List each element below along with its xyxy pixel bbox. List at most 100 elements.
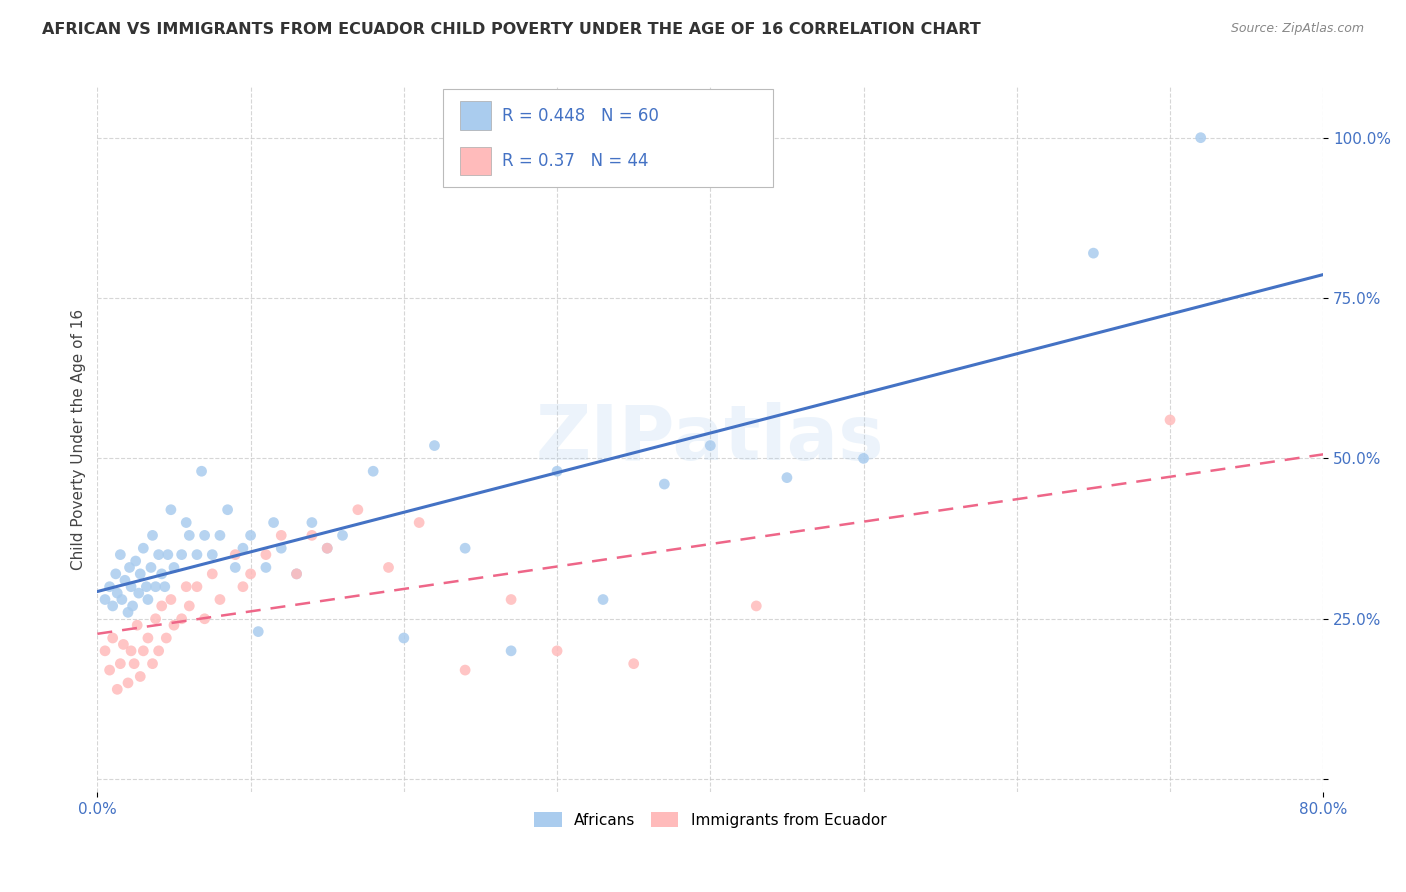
Point [121, 599, 143, 613]
Point [111, 592, 134, 607]
Point [501, 644, 523, 658]
Point [501, 592, 523, 607]
Point [170, 548, 193, 562]
Point [120, 644, 142, 658]
Point [174, 516, 197, 530]
Point [186, 548, 208, 562]
Point [239, 566, 262, 581]
Point [128, 586, 150, 600]
Point [217, 502, 239, 516]
Point [332, 528, 354, 542]
Point [179, 528, 201, 542]
Point [104, 566, 127, 581]
Point [150, 566, 173, 581]
Point [301, 528, 323, 542]
Point [150, 599, 173, 613]
Point [117, 676, 139, 690]
Text: R = 0.448   N = 60: R = 0.448 N = 60 [502, 107, 659, 125]
Point [592, 592, 614, 607]
Point [170, 612, 193, 626]
Point [254, 560, 277, 574]
Point [141, 528, 163, 542]
Point [347, 502, 370, 516]
Point [392, 631, 415, 645]
Y-axis label: Child Poverty Under the Age of 16: Child Poverty Under the Age of 16 [72, 309, 86, 570]
Point [98, 580, 121, 594]
Point [94, 644, 117, 658]
Point [190, 464, 212, 478]
Point [160, 592, 183, 607]
Point [285, 566, 308, 581]
Point [132, 644, 155, 658]
Text: ZIPatlas: ZIPatlas [536, 402, 884, 476]
Point [316, 541, 339, 556]
Point [139, 560, 162, 574]
Point [776, 470, 799, 484]
Point [270, 528, 292, 542]
Point [239, 528, 262, 542]
Point [654, 477, 676, 491]
Point [194, 612, 217, 626]
Point [208, 528, 231, 542]
Legend: Africans, Immigrants from Ecuador: Africans, Immigrants from Ecuador [529, 805, 893, 834]
Point [377, 560, 399, 574]
Point [186, 580, 208, 594]
Point [136, 631, 159, 645]
Point [852, 451, 875, 466]
Point [132, 541, 155, 556]
Point [129, 566, 152, 581]
Point [745, 599, 768, 613]
Point [285, 566, 308, 581]
Point [201, 548, 224, 562]
Point [174, 580, 197, 594]
Point [112, 637, 135, 651]
Text: R = 0.37   N = 44: R = 0.37 N = 44 [502, 152, 648, 169]
Point [194, 528, 217, 542]
Point [156, 548, 179, 562]
Point [1083, 246, 1105, 260]
Point [148, 548, 170, 562]
Point [316, 541, 339, 556]
Point [546, 464, 568, 478]
Point [110, 548, 132, 562]
Point [201, 566, 224, 581]
Point [546, 644, 568, 658]
Point [114, 574, 136, 588]
Point [141, 657, 163, 671]
Point [148, 644, 170, 658]
Point [129, 669, 152, 683]
Point [105, 682, 128, 697]
Point [454, 663, 477, 677]
Point [101, 631, 124, 645]
Point [1189, 130, 1212, 145]
Point [153, 580, 176, 594]
Point [254, 548, 277, 562]
Point [145, 612, 167, 626]
Point [270, 541, 292, 556]
Point [179, 599, 201, 613]
Point [454, 541, 477, 556]
Point [136, 592, 159, 607]
Point [110, 657, 132, 671]
Text: AFRICAN VS IMMIGRANTS FROM ECUADOR CHILD POVERTY UNDER THE AGE OF 16 CORRELATION: AFRICAN VS IMMIGRANTS FROM ECUADOR CHILD… [42, 22, 981, 37]
Point [263, 516, 285, 530]
Text: Source: ZipAtlas.com: Source: ZipAtlas.com [1230, 22, 1364, 36]
Point [224, 548, 246, 562]
Point [120, 580, 142, 594]
Point [94, 592, 117, 607]
Point [623, 657, 645, 671]
Point [1159, 413, 1181, 427]
Point [163, 560, 186, 574]
Point [122, 657, 145, 671]
Point [232, 541, 254, 556]
Point [247, 624, 270, 639]
Point [98, 663, 121, 677]
Point [408, 516, 430, 530]
Point [135, 580, 157, 594]
Point [699, 439, 721, 453]
Point [163, 618, 186, 632]
Point [232, 580, 254, 594]
Point [208, 592, 231, 607]
Point [124, 554, 146, 568]
Point [160, 502, 183, 516]
